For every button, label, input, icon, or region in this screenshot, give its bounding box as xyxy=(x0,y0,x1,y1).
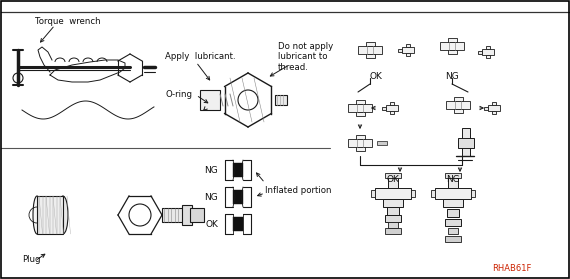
Text: Inflated portion: Inflated portion xyxy=(265,186,332,195)
Bar xyxy=(454,97,462,101)
Bar xyxy=(375,188,411,199)
Bar xyxy=(385,215,401,222)
Bar xyxy=(348,104,372,112)
Ellipse shape xyxy=(33,196,41,234)
Text: OK: OK xyxy=(205,220,218,229)
Bar xyxy=(447,50,457,54)
Bar xyxy=(406,44,410,47)
Bar xyxy=(431,190,435,197)
Bar xyxy=(356,147,364,151)
Bar xyxy=(448,178,458,188)
Bar xyxy=(492,102,496,105)
Bar xyxy=(365,54,374,58)
Bar xyxy=(471,190,475,197)
Bar xyxy=(447,38,457,42)
Bar xyxy=(435,188,471,199)
Bar xyxy=(385,173,401,178)
Bar xyxy=(486,46,490,49)
Bar xyxy=(385,228,401,234)
Bar xyxy=(446,101,470,109)
Bar xyxy=(458,138,474,148)
Bar xyxy=(233,190,243,204)
Bar xyxy=(381,107,386,109)
Bar xyxy=(406,53,410,56)
Bar xyxy=(402,47,414,53)
Bar xyxy=(388,178,398,188)
Bar xyxy=(447,209,459,217)
Bar xyxy=(483,107,488,109)
Bar xyxy=(440,42,464,50)
Bar xyxy=(356,112,364,116)
Text: Plug: Plug xyxy=(22,255,40,264)
Bar xyxy=(445,173,461,178)
Text: NG: NG xyxy=(446,175,460,184)
Bar xyxy=(365,42,374,46)
Bar xyxy=(182,205,192,225)
Bar xyxy=(390,111,394,114)
Bar xyxy=(462,128,470,156)
Bar xyxy=(454,109,462,113)
Bar xyxy=(411,190,415,197)
Bar xyxy=(492,111,496,114)
Text: NG: NG xyxy=(445,72,459,81)
Bar xyxy=(443,199,463,207)
Bar xyxy=(445,236,461,242)
Text: Do not apply
lubricant to
thread.: Do not apply lubricant to thread. xyxy=(278,42,333,72)
Text: OK: OK xyxy=(370,72,383,81)
Bar xyxy=(190,208,204,222)
Bar xyxy=(200,90,220,110)
Bar xyxy=(356,100,364,104)
Bar xyxy=(390,102,394,105)
Text: NG: NG xyxy=(204,193,218,202)
Bar xyxy=(37,196,63,234)
Text: NG: NG xyxy=(204,166,218,175)
Bar xyxy=(397,49,402,52)
Ellipse shape xyxy=(58,196,68,234)
Text: Torque  wrench: Torque wrench xyxy=(35,17,101,26)
Bar xyxy=(233,217,243,231)
Bar xyxy=(488,105,500,111)
Bar xyxy=(386,105,398,111)
Bar xyxy=(383,199,403,207)
Text: OK: OK xyxy=(386,175,400,184)
Bar xyxy=(387,207,399,215)
Bar xyxy=(371,190,375,197)
Bar xyxy=(486,55,490,58)
Bar xyxy=(478,50,482,54)
Text: O-ring: O-ring xyxy=(165,90,192,99)
Bar xyxy=(448,228,458,234)
Bar xyxy=(482,49,494,55)
Bar xyxy=(388,222,398,228)
Bar xyxy=(358,46,382,54)
Text: Apply  lubricant.: Apply lubricant. xyxy=(165,52,235,61)
Bar xyxy=(348,139,372,147)
Bar xyxy=(162,208,184,222)
Bar xyxy=(445,219,461,226)
Bar xyxy=(275,95,287,105)
Text: RHAB61F: RHAB61F xyxy=(492,264,531,273)
Bar xyxy=(377,141,387,145)
Bar xyxy=(233,163,243,177)
Bar xyxy=(356,135,364,139)
